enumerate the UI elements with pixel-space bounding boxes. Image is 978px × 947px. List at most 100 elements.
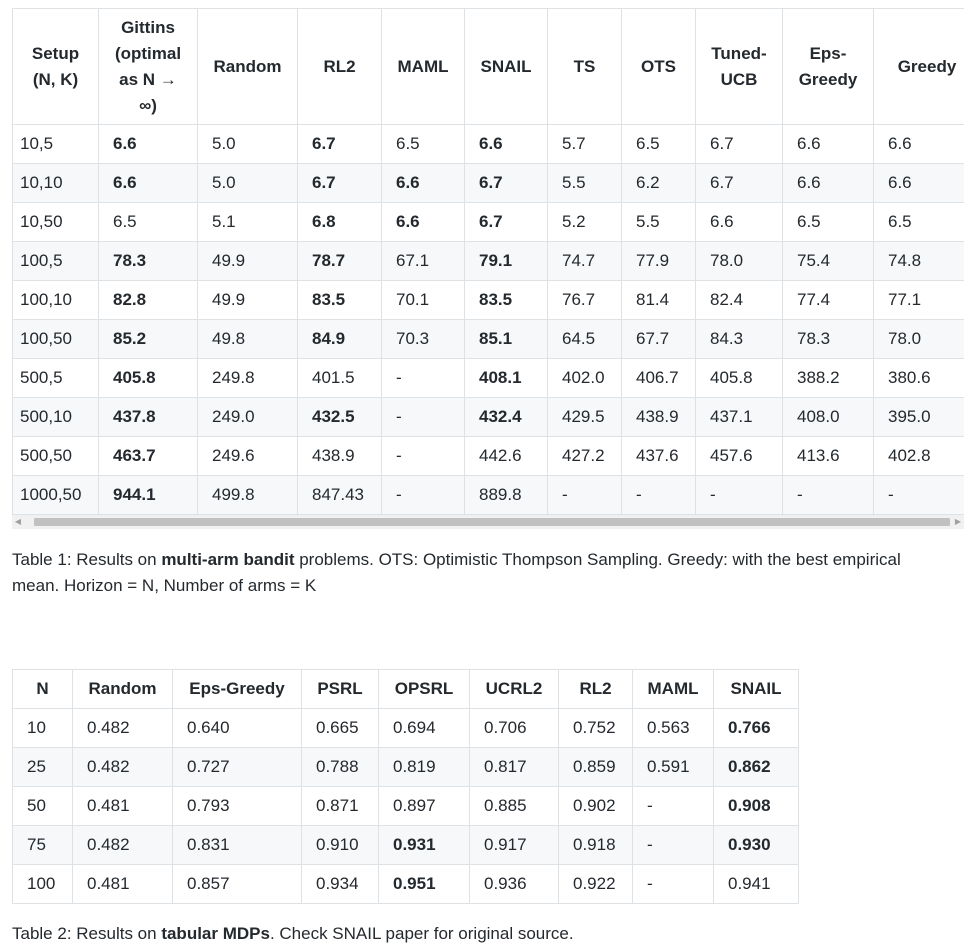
table-cell: 77.4 (782, 280, 874, 320)
table-cell: 0.922 (558, 864, 633, 904)
table-cell: 84.3 (695, 319, 783, 359)
table-cell: 100 (12, 864, 73, 904)
table-cell: 0.918 (558, 825, 633, 865)
table-cell: 5.5 (621, 202, 696, 242)
table-cell: 6.7 (464, 202, 548, 242)
table-cell: 84.9 (297, 319, 382, 359)
table-cell: - (632, 786, 714, 826)
table-cell: 78.3 (782, 319, 874, 359)
mdp-results-table: N Random Eps-Greedy PSRL OPSRL UCRL2 RL2 MAML SN… (12, 669, 799, 904)
table-2-caption: Table 2: Results on tabular MDPs. Check … (12, 921, 952, 947)
table-cell: 10 (12, 708, 73, 748)
table-cell: 83.5 (464, 280, 548, 320)
column-header: Random (72, 669, 173, 709)
table-cell: - (381, 475, 465, 515)
bandit-results-table: Setup (N, K) Gittins (optimal as N → ∞) Random… (12, 8, 964, 515)
caption-text: Table 1: Results on (12, 550, 162, 569)
table-cell: - (621, 475, 696, 515)
table-cell: 75.4 (782, 241, 874, 281)
table-cell: 0.910 (301, 825, 379, 865)
table-cell: 500,10 (12, 397, 99, 437)
column-header-line: MAML (397, 56, 449, 76)
table-cell: 0.902 (558, 786, 633, 826)
table-row: 10,5 6.6 5.0 6.7 6.5 6.6 5.7 6.5 6.7 6.6 6.6 (12, 124, 964, 164)
table-cell: 0.936 (469, 864, 559, 904)
table-cell: 25 (12, 747, 73, 787)
table-cell: 5.2 (547, 202, 622, 242)
table-cell: 70.3 (381, 319, 465, 359)
table-cell: 50 (12, 786, 73, 826)
table-cell: 6.7 (297, 163, 382, 203)
table-cell: - (873, 475, 964, 515)
table-cell: 70.1 (381, 280, 465, 320)
table-cell: 49.9 (197, 241, 298, 281)
column-header: SNAIL (464, 8, 548, 125)
table-cell: 0.482 (72, 825, 173, 865)
table-cell: 6.5 (782, 202, 874, 242)
table-cell: 0.752 (558, 708, 633, 748)
table-cell: 78.0 (695, 241, 783, 281)
table-row: 100 0.481 0.857 0.934 0.951 0.936 0.922-0.941 (12, 864, 799, 904)
column-header: Random (197, 8, 298, 125)
table-cell: 77.9 (621, 241, 696, 281)
table-cell: 249.8 (197, 358, 298, 398)
scrollbar-thumb[interactable] (34, 518, 950, 526)
table-cell: 432.5 (297, 397, 382, 437)
table-cell: 10,50 (12, 202, 99, 242)
table-cell: 463.7 (98, 436, 198, 476)
table-cell: 6.5 (873, 202, 964, 242)
table-cell: 6.6 (98, 124, 198, 164)
table-1-scroll-container[interactable]: Setup (N, K) Gittins (optimal as N → ∞) Random… (12, 8, 964, 515)
table-cell: 432.4 (464, 397, 548, 437)
caption-emphasis: tabular MDPs (161, 924, 270, 943)
column-header: RL2 (558, 669, 633, 709)
table-cell: 6.2 (621, 163, 696, 203)
table-cell: 0.482 (72, 747, 173, 787)
column-header-line: as N → (119, 69, 177, 89)
table-cell: 0.941 (713, 864, 799, 904)
table-cell: 82.4 (695, 280, 783, 320)
table-row: 500,50 463.7 249.6 438.9-442.6 427.2 437.6 457… (12, 436, 964, 476)
table-cell: 6.6 (873, 163, 964, 203)
table-cell: 405.8 (98, 358, 198, 398)
table-cell: - (547, 475, 622, 515)
table-cell: 380.6 (873, 358, 964, 398)
table-cell: 6.5 (381, 124, 465, 164)
column-header-line: (optimal (114, 43, 182, 63)
scroll-left-arrow-icon[interactable]: ◀ (14, 517, 22, 526)
caption-emphasis: multi-arm bandit (161, 550, 295, 569)
scroll-right-arrow-icon[interactable]: ▶ (954, 517, 962, 526)
table-row: 10 0.482 0.640 0.665 0.694 0.706 0.752 0.563 0.7… (12, 708, 799, 748)
table-cell: 6.6 (782, 124, 874, 164)
table-row: 25 0.482 0.727 0.788 0.819 0.817 0.859 0.591 0.8… (12, 747, 799, 787)
table-cell: 49.9 (197, 280, 298, 320)
table-cell: 395.0 (873, 397, 964, 437)
table-cell: 67.1 (381, 241, 465, 281)
table-cell: 0.481 (72, 864, 173, 904)
column-header: MAML (381, 8, 465, 125)
column-header: PSRL (301, 669, 379, 709)
table-cell: - (381, 397, 465, 437)
table-cell: 67.7 (621, 319, 696, 359)
column-header: SNAIL (713, 669, 799, 709)
table-header-row: Setup (N, K) Gittins (optimal as N → ∞) Random… (12, 8, 964, 125)
column-header: OTS (621, 8, 696, 125)
table-1-caption: Table 1: Results on multi-arm bandit pro… (12, 547, 952, 599)
table-header-row: N Random Eps-Greedy PSRL OPSRL UCRL2 RL2 MAML SN… (12, 669, 799, 709)
column-header-line: Tuned- (711, 43, 767, 63)
table-cell: 6.7 (695, 163, 783, 203)
table-cell: 437.1 (695, 397, 783, 437)
table-cell: 78.3 (98, 241, 198, 281)
table-cell: 406.7 (621, 358, 696, 398)
column-header-line: ∞) (139, 95, 157, 115)
column-header-line: RL2 (323, 56, 356, 76)
table-cell: 74.8 (873, 241, 964, 281)
column-header: TS (547, 8, 622, 125)
table-cell: 457.6 (695, 436, 783, 476)
table-cell: 6.6 (381, 202, 465, 242)
caption-text: . Check SNAIL paper for original source. (269, 924, 574, 943)
table-row: 50 0.481 0.793 0.871 0.897 0.885 0.902-0.908 (12, 786, 799, 826)
horizontal-scrollbar[interactable]: ◀ ▶ (12, 515, 964, 529)
column-header: RL2 (297, 8, 382, 125)
column-header: Eps-Greedy (172, 669, 302, 709)
